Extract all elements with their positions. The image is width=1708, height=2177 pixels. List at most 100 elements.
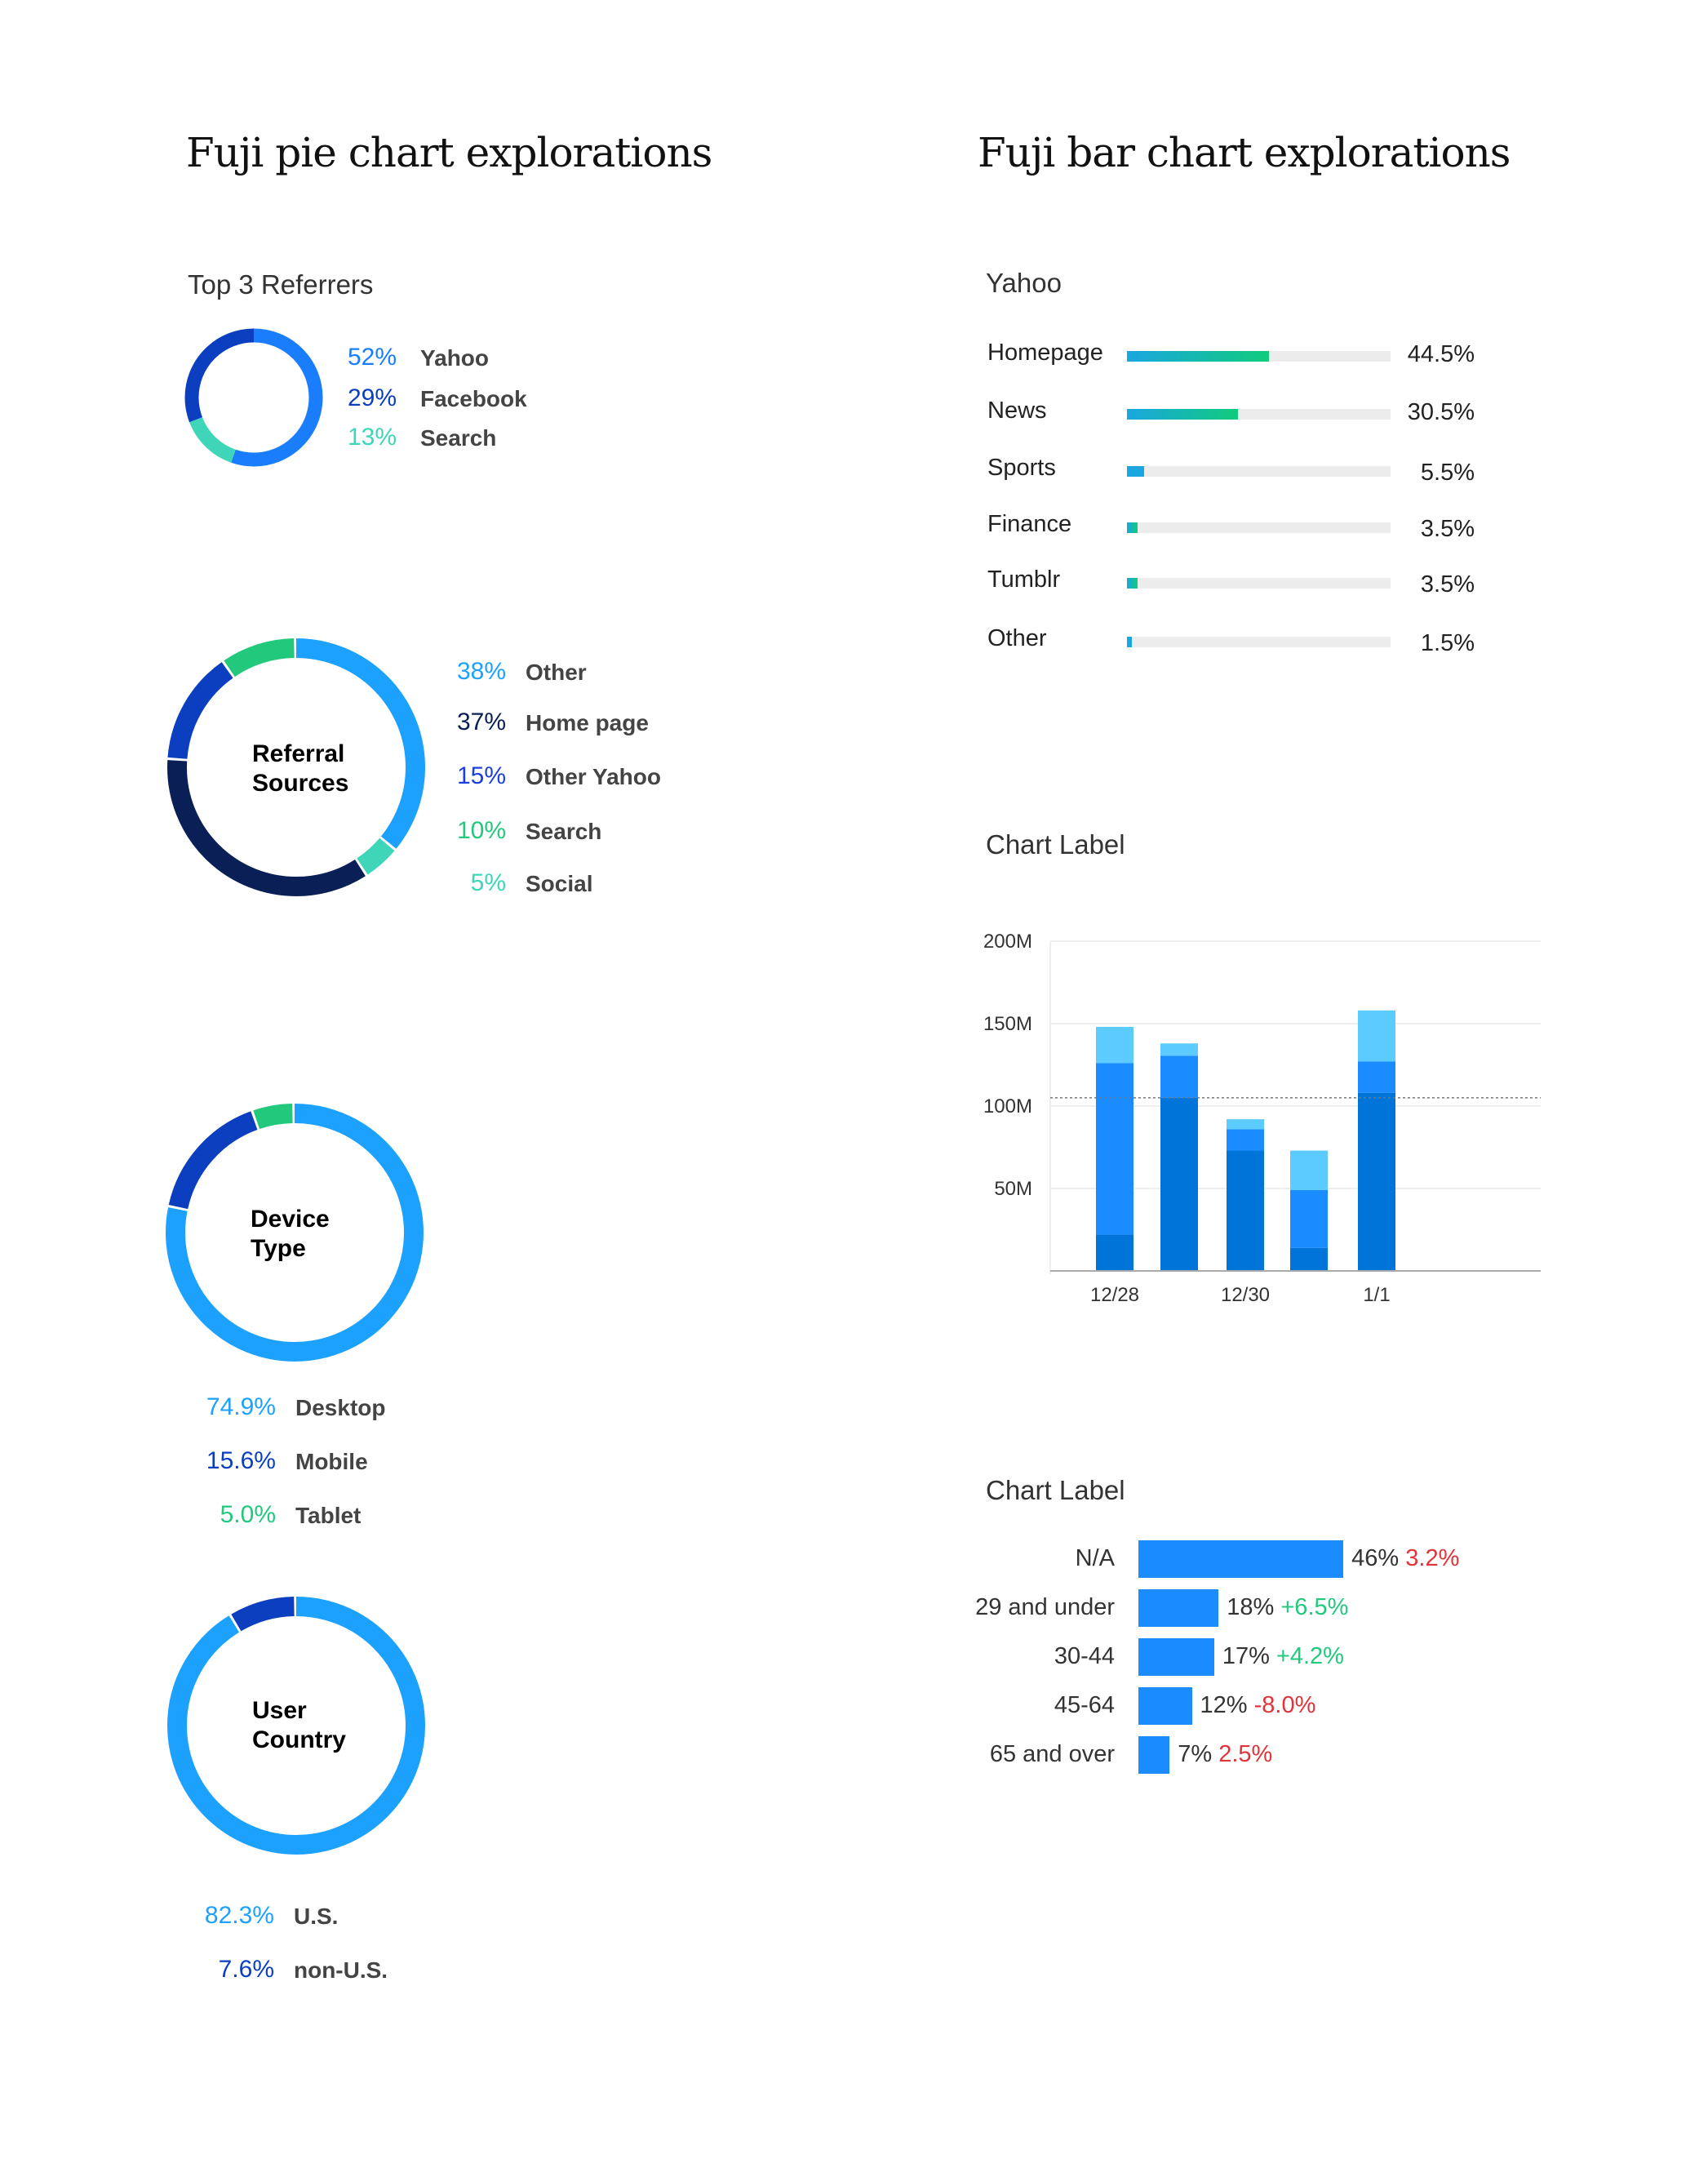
pie-section-title: Fuji pie chart explorations (186, 129, 712, 176)
donut-slice-desktop (166, 1104, 424, 1362)
user-country-label: User Country (252, 1696, 346, 1755)
legend-label: Search (526, 819, 602, 844)
legend-pct: 82.3% (204, 1902, 274, 1929)
stacked-bar-segment (1227, 1150, 1264, 1271)
age-bar (1138, 1687, 1192, 1725)
legend-pct: 15% (456, 762, 506, 789)
legend-pct: 74.9% (206, 1393, 276, 1420)
legend-pct: 37% (456, 709, 506, 735)
device-type-label: Device Type (251, 1205, 330, 1264)
bar-label: Sports (987, 455, 1056, 481)
legend-pct: 52% (348, 344, 397, 371)
legend-pct: 15.6% (206, 1447, 276, 1474)
stacked-bar-segment (1160, 1055, 1198, 1098)
stacked-bar-segment (1227, 1129, 1264, 1151)
age-bar (1138, 1736, 1170, 1774)
age-chart-title: Chart Label (986, 1475, 1125, 1505)
yahoo-chart-title: Yahoo (986, 268, 1062, 298)
legend-pct: 5.0% (220, 1501, 276, 1528)
legend-label: Tablet (295, 1503, 362, 1528)
age-value-group: 46% 3.2% (1351, 1545, 1459, 1572)
legend-pct: 38% (456, 658, 506, 685)
center-label-line: Country (252, 1726, 346, 1753)
bar-label: News (987, 398, 1047, 424)
bar-fill (1127, 578, 1138, 589)
legend-label: Facebook (420, 386, 527, 411)
legend-label: Desktop (295, 1395, 386, 1420)
stacked-bar-segment (1290, 1247, 1328, 1271)
bar-value: 5.5% (1420, 460, 1475, 486)
bar-label: Other (987, 625, 1047, 651)
legend-label: Search (420, 425, 497, 451)
bar-value: 44.5% (1407, 341, 1475, 367)
stacked-bar-segment (1096, 1063, 1133, 1235)
bar-track (1127, 351, 1391, 362)
stacked-chart-title: Chart Label (986, 829, 1125, 860)
bar-fill (1127, 409, 1238, 420)
donut-slice-home-page (167, 638, 425, 896)
legend-label: Mobile (295, 1449, 368, 1474)
center-label-line: Device (251, 1206, 330, 1233)
bar-section-title: Fuji bar chart explorations (978, 129, 1511, 176)
legend-label: U.S. (294, 1904, 339, 1929)
bar-value: 30.5% (1407, 399, 1475, 425)
age-change: 2.5% (1218, 1741, 1273, 1767)
center-label-line: Referral (252, 740, 345, 767)
stacked-bar-segment (1358, 1061, 1395, 1093)
age-bar (1138, 1540, 1344, 1578)
age-label: 65 and over (989, 1741, 1115, 1767)
stacked-bar-segment (1160, 1097, 1198, 1271)
bar-track (1127, 466, 1391, 477)
y-tick-label: 100M (983, 1095, 1032, 1117)
age-change: -8.0% (1253, 1692, 1316, 1718)
age-value: 18% (1227, 1594, 1275, 1620)
stacked-bar-segment (1227, 1119, 1264, 1130)
bar-track (1127, 409, 1391, 420)
age-bar (1138, 1589, 1219, 1627)
age-change: +4.2% (1275, 1643, 1344, 1669)
top-referrers-title: Top 3 Referrers (188, 269, 374, 300)
bar-fill (1127, 351, 1270, 362)
stacked-bar-segment (1358, 1010, 1395, 1062)
bar-value: 1.5% (1420, 630, 1475, 656)
age-label: 45-64 (1054, 1692, 1115, 1718)
bar-fill (1127, 466, 1144, 477)
center-label-line: User (252, 1697, 307, 1724)
legend-pct: 5% (470, 869, 506, 896)
stacked-bar-chart: 50M 100M 150M 200M 12/28 12/30 1/1 (983, 931, 1541, 1306)
bar-value: 3.5% (1420, 516, 1475, 542)
bar-track (1127, 578, 1391, 589)
y-tick-label: 200M (983, 931, 1032, 953)
age-label: 30-44 (1054, 1643, 1115, 1669)
y-tick-label: 150M (983, 1013, 1032, 1035)
age-change: +6.5% (1280, 1594, 1349, 1620)
legend-label: Social (526, 871, 593, 896)
age-value: 17% (1222, 1643, 1270, 1669)
donut-slice-u-s- (167, 1597, 425, 1855)
stacked-bar-segment (1096, 1234, 1133, 1271)
bar-fill (1127, 637, 1133, 647)
stacked-bar-segment (1290, 1150, 1328, 1191)
age-value-group: 18% +6.5% (1227, 1594, 1348, 1621)
x-tick-label: 12/28 (1090, 1284, 1139, 1306)
legend-label: Other Yahoo (526, 764, 661, 789)
age-label: N/A (1075, 1545, 1115, 1571)
legend-label: Other (526, 660, 587, 685)
bar-track (1127, 522, 1391, 533)
age-label: 29 and under (975, 1594, 1115, 1620)
stacked-bar-segment (1290, 1190, 1328, 1248)
age-change: 3.2% (1405, 1545, 1460, 1571)
stacked-bar-segment (1160, 1043, 1198, 1056)
stacked-bar-segment (1358, 1092, 1395, 1271)
age-value-group: 17% +4.2% (1222, 1643, 1344, 1670)
x-tick-label: 12/30 (1221, 1284, 1270, 1306)
age-value: 46% (1351, 1545, 1400, 1571)
referral-sources-label: Referral Sources (252, 740, 348, 798)
center-label-line: Sources (252, 770, 349, 797)
age-value-group: 7% 2.5% (1178, 1741, 1272, 1768)
device-type-donut (166, 1104, 424, 1362)
bar-value: 3.5% (1420, 571, 1475, 598)
top-referrers-donut (184, 328, 323, 467)
age-value: 12% (1200, 1692, 1248, 1718)
legend-pct: 7.6% (218, 1956, 274, 1983)
